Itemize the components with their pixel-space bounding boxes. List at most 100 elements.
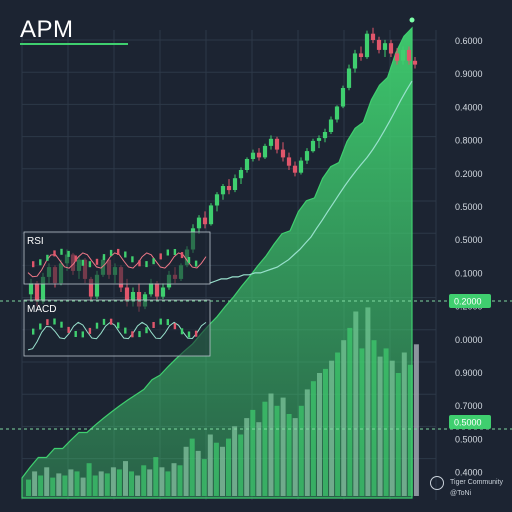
y-axis-tick-label: 0.8000: [455, 136, 483, 146]
candle-body: [322, 132, 328, 139]
tiger-logo-icon: [430, 476, 444, 490]
inset-candle: [39, 323, 42, 330]
candle-body: [40, 276, 46, 302]
inset-candle: [180, 328, 184, 335]
inset-candle: [187, 257, 191, 263]
inset-candle: [88, 327, 92, 334]
inset-candle: [117, 248, 120, 255]
inset-candle: [102, 318, 106, 325]
inset-candle: [131, 331, 134, 338]
candle-body: [196, 217, 202, 229]
candle-body: [208, 205, 214, 225]
volume-bar: [413, 344, 419, 496]
inset-candle: [102, 254, 106, 261]
inset-candle: [53, 250, 56, 257]
candle-body: [250, 152, 256, 159]
chart-title: APM: [20, 16, 74, 43]
candle-body: [268, 138, 274, 146]
candle-body: [352, 53, 358, 69]
title-underline: [20, 43, 128, 45]
candle-body: [328, 119, 334, 132]
candle-body: [406, 49, 412, 61]
y-axis-tick-label: 0.4000: [455, 468, 483, 478]
inset-candle: [152, 258, 155, 265]
y-axis-tick-label: 0.5000: [455, 202, 483, 212]
candle-body: [226, 186, 232, 191]
candle-body: [28, 283, 34, 295]
price-tag-label: 0.5000: [454, 418, 482, 428]
inset-candle: [109, 249, 113, 256]
candle-body: [412, 60, 418, 65]
y-axis-tick-label: 0.7000: [455, 401, 483, 411]
macd-line: [27, 321, 207, 351]
inset-candle: [67, 250, 70, 257]
inset-candle: [145, 261, 148, 268]
candle-body: [382, 43, 388, 50]
inset-candle: [53, 318, 56, 325]
candle-body: [364, 33, 370, 58]
candle-body: [130, 292, 136, 302]
inset-candle: [166, 249, 169, 256]
y-axis-tick-label: 0.0000: [455, 335, 483, 345]
candle-body: [388, 43, 394, 54]
inset-candle: [194, 260, 198, 267]
candle-body: [202, 217, 208, 225]
inset-candle: [145, 327, 148, 334]
inset-candle: [131, 256, 134, 263]
inset-candle: [152, 322, 155, 328]
inset-candle: [39, 259, 42, 266]
inset-candle: [173, 323, 177, 330]
moving-average-line: [209, 80, 413, 284]
candle-body: [94, 274, 100, 297]
candle-body: [88, 278, 94, 297]
inset-candle: [81, 331, 84, 338]
price-tag-label: 0.2000: [454, 297, 482, 307]
macd-inset-label: MACD: [27, 304, 56, 315]
inset-candle: [74, 331, 77, 337]
y-axis-tick-label: 0.9000: [455, 368, 483, 378]
rsi-inset-label: RSI: [27, 236, 44, 247]
candle-body: [340, 88, 346, 107]
candle-body: [160, 287, 166, 297]
inset-candle: [138, 260, 141, 267]
inset-candle: [180, 252, 184, 259]
y-axis-tick-label: 0.9000: [455, 69, 483, 79]
y-axis-tick-label: 0.1000: [455, 268, 483, 278]
area-peak-dot: [409, 17, 415, 23]
inset-candle: [166, 319, 169, 326]
candle-body: [154, 283, 160, 297]
candle-body: [34, 283, 40, 302]
growth-area: [21, 26, 413, 499]
candle-body: [400, 49, 406, 61]
watermark-user: @ToNi: [450, 490, 472, 497]
y-axis-tick-label: 0.5000: [455, 235, 483, 245]
candle-body: [358, 53, 364, 57]
inset-candle: [187, 331, 191, 338]
rsi-inset-frame: [23, 231, 211, 285]
candle-body: [394, 53, 400, 61]
inset-candle: [60, 248, 63, 255]
candle-body: [346, 68, 352, 88]
inset-candle: [117, 322, 120, 329]
candle-body: [232, 178, 238, 190]
candle-body: [286, 157, 292, 166]
inset-candle: [194, 330, 198, 337]
inset-candle: [95, 258, 99, 265]
watermark: Tiger Community @ToNi: [428, 472, 512, 506]
inset-candle: [46, 319, 49, 326]
inset-candle: [67, 326, 70, 333]
y-axis-tick-label: 0.4000: [455, 102, 483, 112]
inset-candle: [159, 318, 162, 325]
candle-body: [262, 145, 268, 158]
candle-body: [316, 138, 322, 141]
inset-candle: [124, 327, 127, 334]
inset-candle: [32, 261, 35, 268]
candle-body: [148, 283, 154, 295]
inset-candle: [60, 321, 63, 328]
watermark-brand: Tiger Community: [450, 479, 504, 486]
candle-body: [334, 106, 340, 120]
inset-candle: [74, 255, 77, 262]
candle-body: [370, 33, 376, 40]
